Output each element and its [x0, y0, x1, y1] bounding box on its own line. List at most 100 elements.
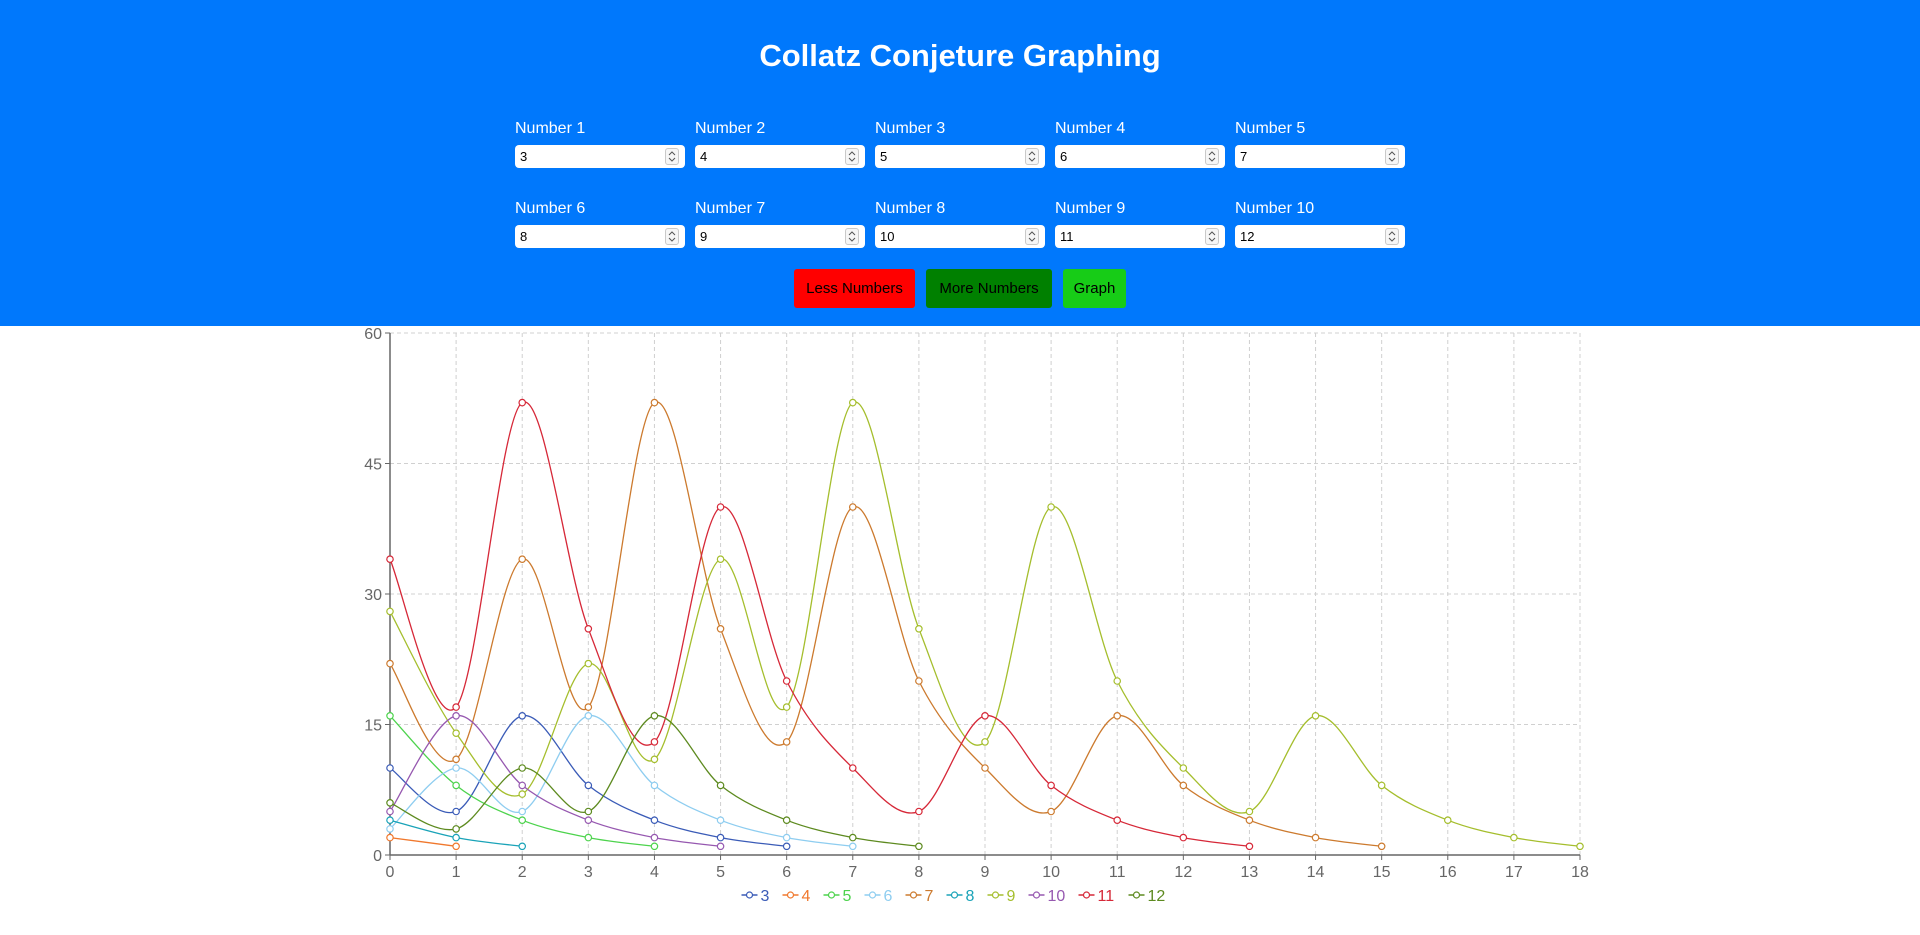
data-point	[650, 816, 659, 825]
data-point	[981, 711, 989, 720]
data-point	[716, 833, 725, 842]
spinner-icon[interactable]	[845, 148, 859, 165]
spinner-icon[interactable]	[1025, 228, 1039, 245]
data-point	[1047, 503, 1055, 511]
legend-marker	[1132, 891, 1141, 899]
data-point	[915, 807, 923, 816]
number-4-field: Number 4 6	[1055, 119, 1225, 168]
number-6-input[interactable]: 8	[515, 225, 685, 248]
legend-item-3: 3	[741, 888, 770, 905]
x-tick-label: 8	[914, 864, 923, 881]
series-line-7	[389, 401, 1382, 847]
number-3-input[interactable]: 5	[875, 145, 1045, 168]
number-9-label: Number 9	[1055, 200, 1126, 217]
series-5	[386, 711, 659, 851]
data-point	[782, 842, 791, 851]
data-point	[1179, 833, 1188, 842]
legend-item-8: 8	[946, 888, 975, 905]
legend-marker	[909, 891, 918, 899]
data-point	[650, 711, 659, 720]
legend-label: 5	[843, 888, 852, 905]
x-tick-label: 4	[650, 864, 659, 881]
legend-label: 4	[802, 888, 811, 905]
data-point	[386, 816, 394, 825]
x-tick-label: 7	[848, 864, 857, 881]
number-8-field: Number 8 10	[875, 199, 1045, 248]
series-line-11	[389, 401, 1250, 847]
x-tick-label: 6	[782, 864, 791, 881]
data-point	[386, 825, 394, 833]
data-point	[1377, 781, 1386, 790]
x-tick-label: 14	[1307, 864, 1325, 881]
grid-lines	[389, 332, 1581, 856]
number-10-input[interactable]: 12	[1235, 225, 1405, 248]
legend-label: 11	[1098, 888, 1115, 905]
legend-label: 7	[925, 888, 934, 905]
y-tick-label: 0	[373, 848, 382, 865]
graph-button[interactable]: Graph	[1063, 269, 1126, 308]
x-tick-label: 13	[1241, 864, 1259, 881]
data-point	[716, 624, 725, 633]
x-tick-label: 2	[518, 864, 527, 881]
number-10-field: Number 10 12	[1235, 199, 1405, 248]
data-point	[518, 398, 527, 407]
number-1-value: 3	[520, 149, 528, 164]
data-point	[386, 764, 394, 772]
data-point	[452, 764, 460, 772]
data-point	[650, 781, 659, 790]
spinner-icon[interactable]	[1385, 228, 1399, 245]
data-point	[1443, 816, 1452, 825]
legend-marker	[868, 891, 877, 899]
data-point	[848, 833, 857, 842]
x-tick-label: 12	[1174, 864, 1192, 881]
data-point	[1113, 816, 1122, 825]
number-4-input[interactable]: 6	[1055, 145, 1225, 168]
spinner-icon[interactable]	[845, 228, 859, 245]
number-10-label: Number 10	[1235, 200, 1315, 217]
number-4-value: 6	[1060, 149, 1068, 164]
y-tick-label: 15	[364, 718, 382, 735]
number-8-input[interactable]: 10	[875, 225, 1045, 248]
number-7-input[interactable]: 9	[695, 225, 865, 248]
data-point	[1311, 711, 1320, 720]
data-point	[782, 833, 791, 842]
data-point	[716, 842, 725, 851]
data-point	[650, 738, 659, 746]
data-point	[1245, 807, 1254, 816]
number-6-label: Number 6	[515, 200, 586, 217]
spinner-icon[interactable]	[1025, 148, 1039, 165]
number-10-value: 12	[1240, 229, 1255, 244]
legend-marker	[950, 891, 959, 899]
data-point	[848, 764, 857, 772]
series-7	[386, 398, 1386, 851]
number-3-value: 5	[880, 149, 888, 164]
less-numbers-button[interactable]: Less Numbers	[794, 269, 915, 308]
legend-label: 9	[1007, 888, 1016, 905]
data-point	[1510, 833, 1518, 842]
data-point	[915, 624, 923, 633]
number-5-input[interactable]: 7	[1235, 145, 1405, 168]
data-point	[518, 711, 527, 720]
spinner-icon[interactable]	[1205, 148, 1219, 165]
x-tick-label: 11	[1109, 864, 1126, 881]
number-2-input[interactable]: 4	[695, 145, 865, 168]
number-5-label: Number 5	[1235, 120, 1306, 137]
data-point	[782, 703, 791, 711]
spinner-icon[interactable]	[1385, 148, 1399, 165]
data-point	[848, 842, 857, 851]
data-point	[386, 711, 394, 720]
data-point	[584, 816, 593, 825]
x-tick-label: 10	[1042, 864, 1060, 881]
number-9-input[interactable]: 11	[1055, 225, 1225, 248]
spinner-icon[interactable]	[665, 148, 679, 165]
number-1-input[interactable]: 3	[515, 145, 685, 168]
legend-marker	[991, 891, 1000, 899]
spinner-icon[interactable]	[665, 228, 679, 245]
data-point	[452, 842, 460, 851]
more-numbers-button[interactable]: More Numbers	[926, 269, 1052, 308]
legend-marker	[1032, 891, 1041, 899]
data-point	[1377, 842, 1386, 851]
spinner-icon[interactable]	[1205, 228, 1219, 245]
data-point	[386, 833, 394, 842]
